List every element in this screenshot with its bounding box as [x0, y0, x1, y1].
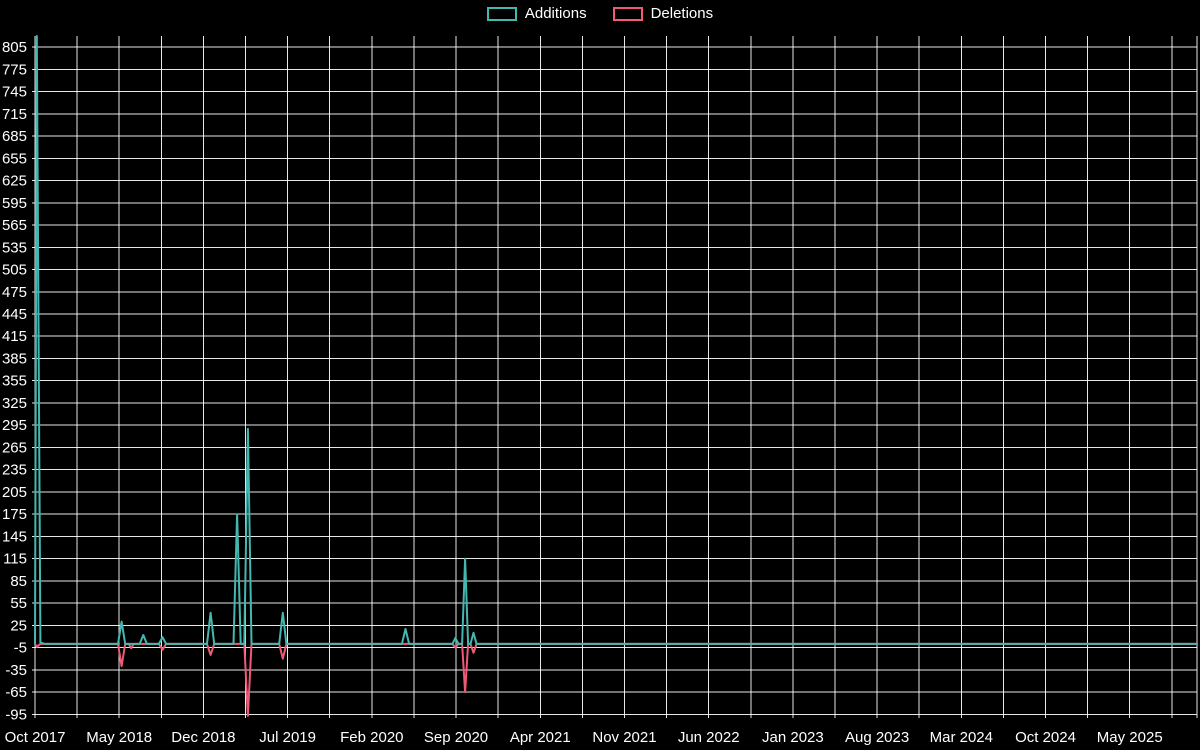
series-line-deletions [34, 642, 1199, 717]
x-tick-label: Jan 2023 [762, 729, 824, 746]
additions-swatch-icon [486, 6, 517, 21]
y-tick-label: 655 [2, 150, 27, 167]
x-tick-label: Aug 2023 [845, 729, 909, 746]
y-tick-label: 445 [2, 306, 27, 323]
y-tick-label: 535 [2, 239, 27, 256]
x-tick-label: Feb 2020 [340, 729, 403, 746]
y-tick-label: 55 [10, 595, 27, 612]
legend-item-deletions[interactable]: Deletions [612, 5, 714, 22]
y-tick-label: 565 [2, 217, 27, 234]
x-tick-label: May 2025 [1097, 729, 1163, 746]
y-tick-label: 235 [2, 462, 27, 479]
y-tick-label: 475 [2, 284, 27, 301]
y-tick-label: -35 [5, 662, 27, 679]
x-tick-label: Mar 2024 [930, 729, 993, 746]
legend-item-additions[interactable]: Additions [486, 5, 587, 22]
y-tick-label: 205 [2, 484, 27, 501]
y-tick-label: 295 [2, 417, 27, 434]
data-series [34, 35, 1199, 717]
x-tick-label: Jun 2022 [678, 729, 740, 746]
horizontal-gridlines [32, 46, 1197, 715]
y-tick-label: 25 [10, 617, 27, 634]
x-tick-label: Jul 2019 [259, 729, 316, 746]
y-tick-label: 385 [2, 350, 27, 367]
x-tick-label: Sep 2020 [424, 729, 488, 746]
y-tick-label: -95 [5, 706, 27, 723]
x-axis-tick-labels: Oct 2017 May 2018 Dec 2018 Jul 2019 Feb 2020… [5, 729, 1163, 746]
x-tick-label: Apr 2021 [510, 729, 571, 746]
legend-label-additions: Additions [524, 5, 587, 22]
y-tick-label: -5 [14, 640, 27, 657]
y-tick-label: 685 [2, 128, 27, 145]
y-tick-label: 115 [3, 551, 27, 568]
y-tick-label: 625 [2, 173, 27, 190]
y-tick-label: -65 [5, 684, 27, 701]
legend-label-deletions: Deletions [650, 5, 714, 22]
y-tick-label: 265 [2, 439, 27, 456]
chart-legend: Additions Deletions [0, 6, 1200, 21]
y-tick-label: 745 [2, 84, 27, 101]
x-tick-label: May 2018 [86, 729, 152, 746]
y-tick-label: 325 [2, 395, 27, 412]
series-line-additions [34, 35, 1199, 645]
y-tick-label: 415 [2, 328, 27, 345]
x-tick-label: Oct 2017 [5, 729, 66, 746]
y-tick-label: 505 [2, 262, 27, 279]
x-tick-label: Oct 2024 [1015, 729, 1076, 746]
x-tick-label: Nov 2021 [592, 729, 656, 746]
vertical-gridlines [34, 36, 1198, 718]
y-tick-label: 715 [2, 106, 27, 123]
y-tick-label: 355 [2, 373, 27, 390]
y-tick-label: 775 [2, 61, 27, 78]
deletions-swatch-icon [612, 6, 643, 21]
y-tick-label: 85 [10, 573, 27, 590]
y-tick-label: 145 [2, 528, 27, 545]
x-tick-label: Dec 2018 [171, 729, 235, 746]
y-tick-label: 175 [2, 506, 27, 523]
y-axis-tick-labels: 805 775 745 715 685 655 625 595 565 535 505 475 445 4… [2, 39, 27, 723]
y-tick-label: 805 [2, 39, 27, 56]
y-tick-label: 595 [2, 195, 27, 212]
